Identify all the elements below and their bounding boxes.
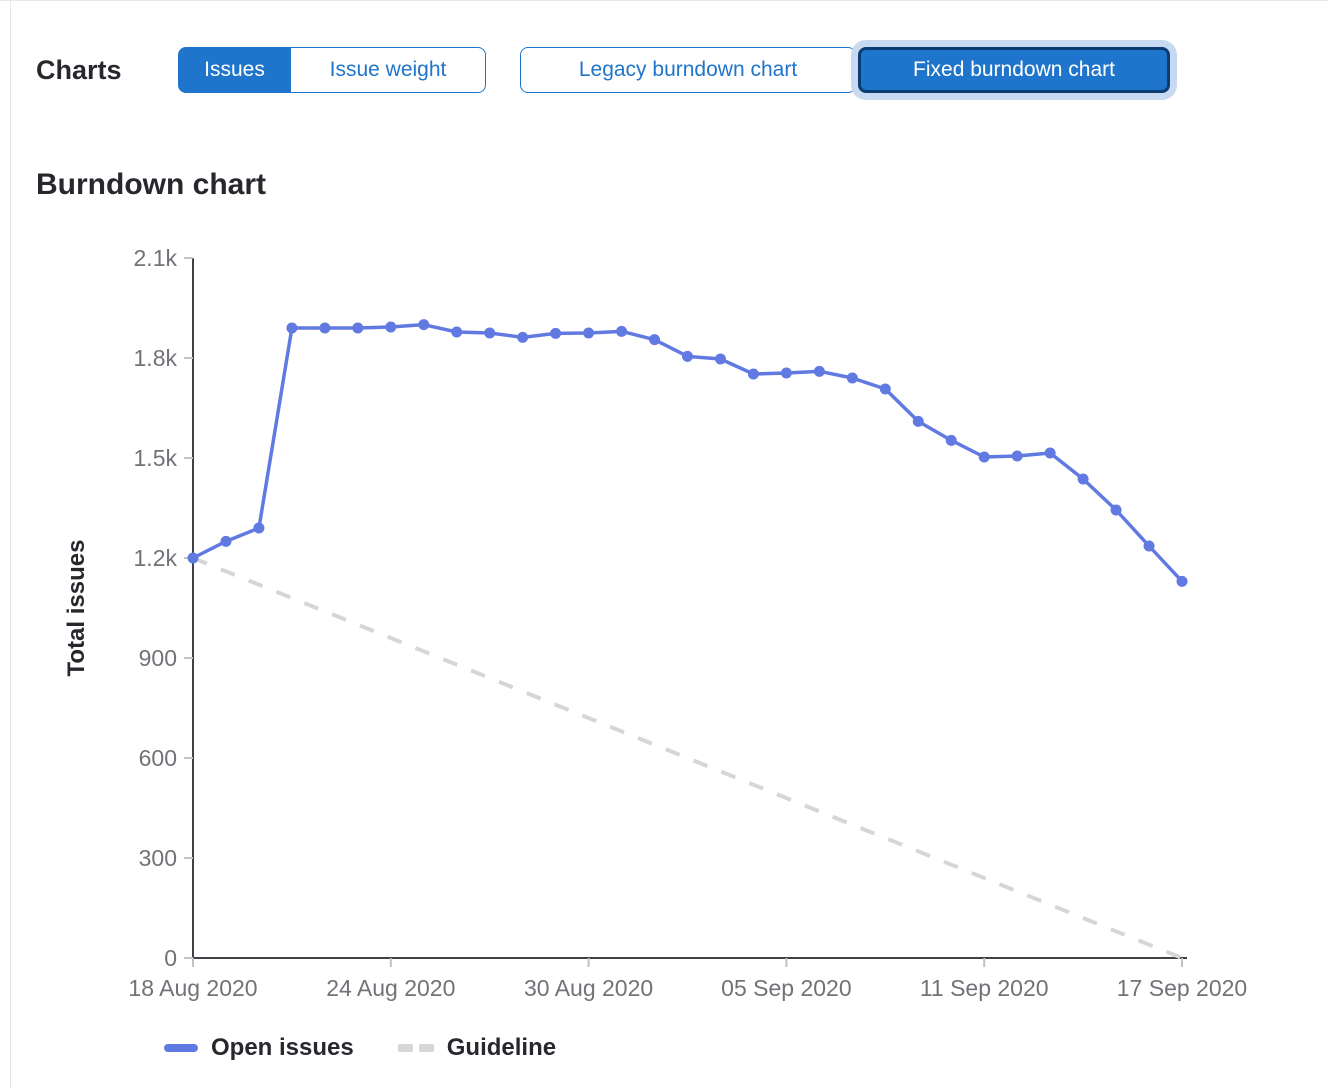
legend-label-guideline: Guideline [446,1034,557,1061]
guideline-swatch-icon [397,1044,434,1052]
legend-item-guideline[interactable]: Guideline [397,1034,557,1062]
legend-label-open-issues: Open issues [211,1034,354,1061]
svg-text:0: 0 [164,945,177,971]
svg-text:Total issues: Total issues [63,540,90,677]
open-issues-swatch-icon [164,1044,198,1052]
svg-text:600: 600 [139,745,177,771]
top-divider [0,0,1328,1]
svg-text:05 Sep 2020: 05 Sep 2020 [721,975,851,1001]
svg-text:11 Sep 2020: 11 Sep 2020 [920,975,1049,1001]
burndown-chart: 0 300 600 900 1.2k 1.5k 1.8k 2.1k 18 Aug 2020 24 … [63,245,1247,1001]
svg-text:24 Aug 2020: 24 Aug 2020 [326,975,455,1001]
metric-toggle-group: Issues Issue weight [178,47,486,93]
svg-text:2.1k: 2.1k [134,245,178,271]
left-divider [10,0,11,1088]
section-title: Burndown chart [36,168,266,201]
svg-text:30 Aug 2020: 30 Aug 2020 [524,975,653,1001]
charts-label: Charts [36,55,122,85]
svg-text:1.2k: 1.2k [134,545,178,571]
chart-legend: Open issues Guideline [164,1034,556,1062]
issue-weight-toggle-button[interactable]: Issue weight [290,47,486,93]
issues-toggle-button[interactable]: Issues [178,47,291,93]
svg-text:1.5k: 1.5k [134,445,178,471]
svg-text:300: 300 [139,845,177,871]
svg-text:17 Sep 2020: 17 Sep 2020 [1117,975,1247,1001]
svg-text:900: 900 [139,645,177,671]
svg-text:18 Aug 2020: 18 Aug 2020 [128,975,257,1001]
legacy-burndown-chart-button[interactable]: Legacy burndown chart [520,47,856,93]
legend-item-open-issues[interactable]: Open issues [164,1034,354,1062]
svg-text:1.8k: 1.8k [134,345,178,371]
fixed-burndown-chart-button[interactable]: Fixed burndown chart [858,47,1170,93]
